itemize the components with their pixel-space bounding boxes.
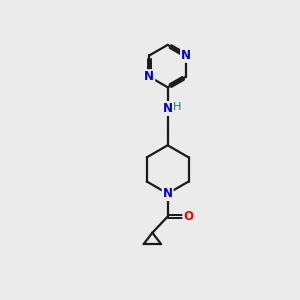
Text: H: H bbox=[173, 102, 181, 112]
Text: N: N bbox=[181, 49, 191, 62]
Text: N: N bbox=[144, 70, 154, 83]
Text: N: N bbox=[163, 187, 173, 200]
Text: N: N bbox=[163, 102, 173, 115]
Text: O: O bbox=[183, 210, 193, 223]
